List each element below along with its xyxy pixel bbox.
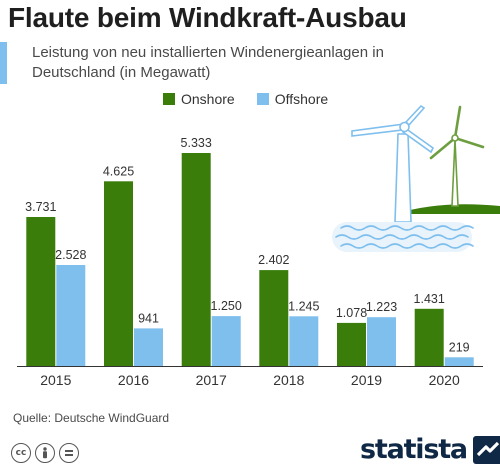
- value-label-onshore-2016: 4.625: [103, 164, 134, 178]
- value-label-offshore-2015: 2.528: [55, 248, 86, 262]
- bar-offshore-2019: [367, 317, 396, 366]
- value-label-offshore-2018: 1.245: [288, 299, 319, 313]
- legend-swatch-onshore: [163, 93, 175, 105]
- value-label-onshore-2020: 1.431: [414, 292, 445, 306]
- bar-onshore-2015: [26, 217, 56, 366]
- value-label-onshore-2019: 1.078: [336, 306, 367, 320]
- bar-offshore-2020: [444, 357, 474, 366]
- legend: Onshore Offshore: [163, 91, 328, 107]
- bar-offshore-2015: [56, 265, 86, 366]
- x-tick-label-2017: 2017: [196, 372, 227, 388]
- x-tick-label-2015: 2015: [40, 372, 71, 388]
- value-label-onshore-2018: 2.402: [258, 253, 289, 267]
- x-axis-labels: 2015 2016 2017 2018 2019 2020: [40, 372, 460, 388]
- x-tick-label-2018: 2018: [273, 372, 304, 388]
- legend-label-onshore: Onshore: [181, 91, 235, 107]
- bar-offshore-2017: [211, 316, 241, 366]
- legend-swatch-offshore: [256, 93, 269, 105]
- bars-layer: [26, 153, 474, 366]
- bar-offshore-2016: [134, 328, 163, 366]
- value-label-offshore-2019: 1.223: [366, 300, 397, 314]
- wind-turbine-illustration: [332, 104, 500, 252]
- x-tick-label-2020: 2020: [429, 372, 460, 388]
- chart-title: Flaute beim Windkraft-Ausbau: [8, 2, 407, 33]
- value-label-onshore-2017: 5.333: [181, 136, 212, 150]
- no-derivatives-icon[interactable]: [59, 443, 79, 463]
- accent-bar: [0, 42, 7, 84]
- statista-logo-icon: [472, 435, 500, 464]
- brand-logo[interactable]: statista: [360, 434, 500, 465]
- bar-onshore-2016: [104, 181, 133, 366]
- legend-item-offshore: Offshore: [256, 91, 329, 107]
- source-note: Quelle: Deutsche WindGuard: [13, 411, 170, 425]
- turbine-white-icon: [351, 104, 435, 223]
- brand-name: statista: [360, 434, 468, 465]
- hill-icon: [395, 204, 500, 214]
- value-label-offshore-2020: 219: [449, 340, 470, 354]
- x-tick-label-2019: 2019: [351, 372, 382, 388]
- creative-commons-icon[interactable]: cc: [11, 443, 31, 463]
- bar-onshore-2019: [337, 322, 366, 366]
- water-waves-icon: [332, 222, 474, 252]
- bar-onshore-2020: [414, 308, 444, 366]
- bar-onshore-2018: [259, 270, 289, 366]
- bar-offshore-2018: [289, 316, 319, 366]
- turbine-green-icon: [429, 105, 485, 207]
- bar-onshore-2017: [181, 153, 211, 366]
- value-labels-layer: 3.731 2.528 4.625 941 5.333 1.250 2.402 1.245 1.…: [25, 136, 470, 354]
- value-label-onshore-2015: 3.731: [25, 200, 56, 214]
- legend-label-offshore: Offshore: [274, 91, 329, 107]
- value-label-offshore-2016: 941: [138, 311, 159, 325]
- legend-item-onshore: Onshore: [163, 91, 235, 107]
- x-tick-label-2016: 2016: [118, 372, 149, 388]
- attribution-icon[interactable]: [35, 443, 55, 463]
- license-icons: cc: [11, 443, 79, 463]
- value-label-offshore-2017: 1.250: [211, 299, 242, 313]
- chart-subtitle: Leistung von neu installierten Windenerg…: [32, 44, 384, 81]
